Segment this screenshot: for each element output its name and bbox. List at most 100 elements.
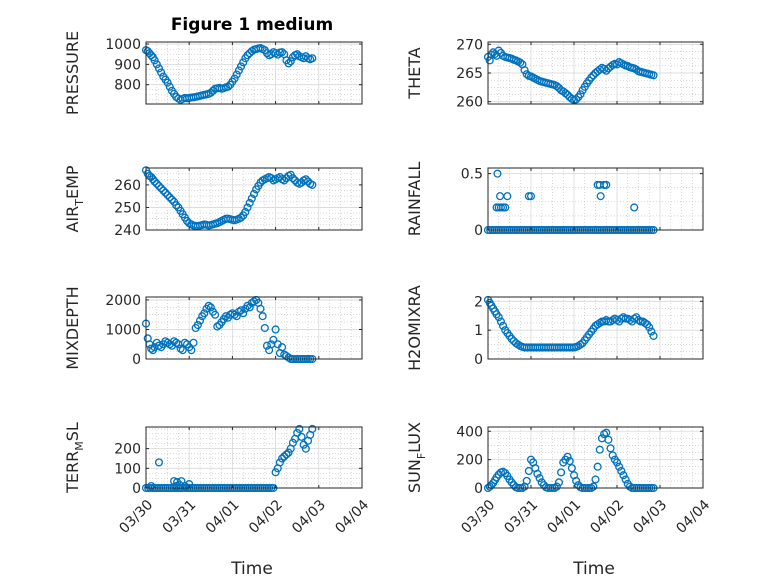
data-point [634, 316, 643, 325]
data-point [645, 323, 654, 332]
data-point [247, 194, 256, 203]
data-point [625, 316, 634, 325]
data-point [282, 450, 291, 459]
axes-box [487, 296, 704, 360]
data-point [557, 468, 566, 477]
data-point [271, 325, 280, 334]
data-point [606, 444, 615, 453]
data-point [165, 193, 174, 202]
y-axis-label: AIRTEMP [63, 165, 86, 232]
data-point [150, 56, 159, 65]
y-tick-label: 0 [474, 352, 483, 368]
subplot-air-temp: 240 250 260 AIRTEMP [63, 165, 363, 239]
data-point [514, 340, 523, 349]
data-point [163, 191, 172, 200]
y-tick-label: 900 [114, 57, 141, 73]
axes-box [145, 41, 363, 105]
data-point [180, 338, 189, 347]
data-point [262, 341, 272, 350]
data-point [493, 169, 502, 178]
data-point [587, 73, 596, 82]
subplot-rainfall: 0 0.5 RAINFALL [405, 162, 704, 239]
y-tick-label: 0 [474, 481, 483, 497]
y-axis-label: MIXDEPTH [63, 286, 82, 369]
data-point [612, 458, 622, 467]
x-tick-label: 04/03 [289, 497, 329, 537]
data-point [249, 189, 259, 198]
data-point [563, 452, 572, 461]
data-point [154, 64, 164, 73]
data-point [494, 313, 503, 322]
data-point [522, 476, 531, 485]
data-point [206, 303, 215, 312]
data-point [154, 341, 164, 350]
data-point [288, 438, 297, 447]
x-axis-label-left: Time [230, 559, 273, 579]
data-point [245, 303, 254, 312]
subplot-h2omixra: 0 1 2 H2OMIXRA [405, 285, 704, 371]
data-point [241, 207, 250, 217]
data-point [503, 192, 512, 201]
data-point [221, 312, 230, 321]
data-point [193, 320, 202, 330]
data-point [567, 464, 576, 473]
data-point [200, 309, 209, 318]
x-tick-label: 04/04 [673, 497, 713, 537]
data-point [308, 180, 317, 189]
data-point [524, 466, 533, 476]
data-point [178, 346, 187, 355]
data-point [280, 176, 289, 185]
data-point [630, 314, 639, 323]
data-point [494, 46, 503, 55]
axes-box [487, 426, 704, 489]
y-tick-label: 800 [114, 78, 141, 94]
data-point [195, 316, 205, 325]
data-point [632, 65, 641, 74]
data-point [208, 86, 218, 95]
data-point [576, 90, 585, 99]
data-point [232, 70, 241, 79]
data-point [249, 297, 259, 306]
data-point [157, 184, 166, 193]
data-point [297, 432, 306, 441]
data-point [243, 51, 252, 60]
data-point [176, 344, 185, 353]
data-point [496, 317, 505, 326]
data-point [535, 474, 544, 483]
data-point [204, 301, 213, 310]
y-tick-label: 100 [114, 461, 141, 477]
figure-title: Figure 1 medium [171, 15, 333, 35]
data-point [640, 318, 649, 328]
data-point [615, 462, 624, 471]
data-point [602, 428, 611, 437]
subplot-sun-flux: 0 200 400 03/30 03/31 04/01 04/02 04/03 04/04 SUN… [405, 422, 713, 537]
data-point [596, 192, 605, 201]
series-markers [141, 44, 317, 104]
y-tick-label: 2000 [105, 293, 141, 309]
data-point [552, 82, 561, 91]
data-point [152, 60, 161, 69]
data-point [602, 180, 611, 189]
data-point [630, 203, 639, 212]
data-point [260, 323, 269, 333]
data-point [236, 213, 246, 222]
data-point [161, 188, 170, 197]
y-tick-label: 0 [132, 481, 141, 497]
data-point [206, 88, 215, 97]
data-point [308, 424, 317, 434]
data-point [595, 318, 604, 328]
data-point [256, 304, 265, 313]
x-tick-label: 04/02 [246, 497, 286, 537]
axes-box [145, 167, 363, 231]
y-tick-label: 200 [114, 442, 141, 458]
data-point [243, 203, 252, 212]
y-axis-label: H2OMIXRA [405, 285, 424, 371]
y-axis-label: RAINFALL [405, 162, 424, 237]
data-point [245, 198, 254, 207]
data-point [154, 458, 164, 467]
data-point [258, 312, 267, 321]
y-tick-label: 0 [474, 223, 483, 239]
subplot-pressure: 800 900 1000 PRESSURE [63, 31, 363, 115]
x-tick-label: 03/30 [458, 497, 498, 537]
